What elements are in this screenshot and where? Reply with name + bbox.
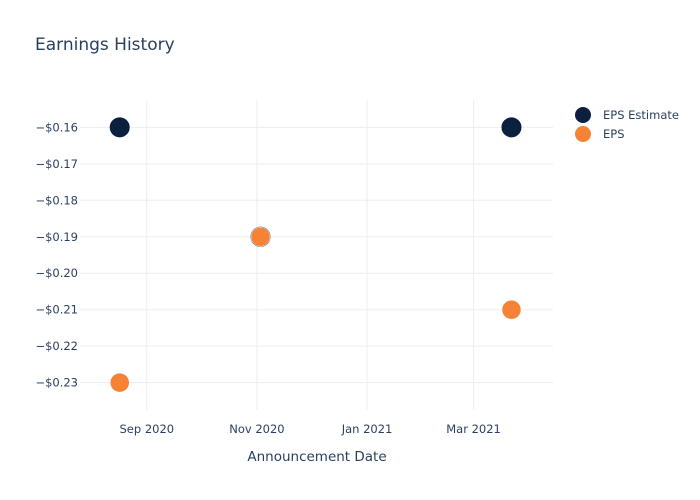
point-eps[interactable] bbox=[109, 372, 130, 393]
x-tick-label: Mar 2021 bbox=[446, 422, 501, 436]
chart-title: Earnings History bbox=[35, 35, 175, 55]
y-tick-label: −$0.21 bbox=[35, 303, 78, 317]
legend-marker-eps-estimate[interactable] bbox=[575, 107, 591, 123]
point-eps-estimate[interactable] bbox=[501, 117, 522, 138]
y-tick-label: −$0.23 bbox=[35, 376, 78, 390]
legend-label[interactable]: EPS Estimate bbox=[603, 108, 679, 122]
y-axis: −$0.16 −$0.17 −$0.18 −$0.19 −$0.20 −$0.21 −$0.… bbox=[35, 120, 78, 389]
y-tick-label: −$0.19 bbox=[35, 230, 78, 244]
y-tick-label: −$0.17 bbox=[35, 157, 78, 171]
data-points bbox=[109, 117, 522, 393]
x-tick-label: Jan 2021 bbox=[341, 422, 393, 436]
x-axis: Sep 2020 Nov 2020 Jan 2021 Mar 2021 bbox=[119, 422, 500, 436]
y-tick-label: −$0.22 bbox=[35, 339, 78, 353]
grid bbox=[80, 100, 553, 410]
x-tick-label: Sep 2020 bbox=[119, 422, 174, 436]
point-eps[interactable] bbox=[501, 299, 522, 320]
x-tick-label: Nov 2020 bbox=[229, 422, 284, 436]
point-eps-estimate[interactable] bbox=[109, 117, 130, 138]
point-eps[interactable] bbox=[250, 227, 271, 247]
legend[interactable]: EPS Estimate EPS bbox=[575, 107, 679, 142]
legend-marker-eps[interactable] bbox=[575, 126, 591, 142]
y-tick-label: −$0.16 bbox=[35, 120, 78, 134]
x-axis-title: Announcement Date bbox=[247, 449, 386, 465]
y-tick-label: −$0.20 bbox=[35, 266, 78, 280]
y-tick-label: −$0.18 bbox=[35, 193, 78, 207]
legend-label[interactable]: EPS bbox=[603, 127, 625, 141]
